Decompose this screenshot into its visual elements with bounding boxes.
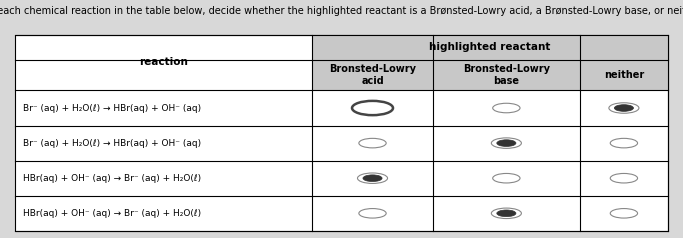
Circle shape bbox=[497, 140, 516, 146]
Text: neither: neither bbox=[604, 70, 644, 80]
Circle shape bbox=[491, 208, 521, 218]
Text: HBr(aq) + OH⁻ (aq) → Br⁻ (aq) + H₂O(ℓ): HBr(aq) + OH⁻ (aq) → Br⁻ (aq) + H₂O(ℓ) bbox=[23, 174, 201, 183]
Circle shape bbox=[610, 174, 637, 183]
Circle shape bbox=[352, 101, 393, 115]
Text: Br⁻ (aq) + H₂O(ℓ) → HBr(aq) + OH⁻ (aq): Br⁻ (aq) + H₂O(ℓ) → HBr(aq) + OH⁻ (aq) bbox=[23, 104, 201, 113]
Bar bbox=[15, 35, 668, 231]
Text: HBr(aq) + OH⁻ (aq) → Br⁻ (aq) + H₂O(ℓ): HBr(aq) + OH⁻ (aq) → Br⁻ (aq) + H₂O(ℓ) bbox=[23, 209, 201, 218]
Circle shape bbox=[497, 210, 516, 217]
Text: Br⁻ (aq) + H₂O(ℓ) → HBr(aq) + OH⁻ (aq): Br⁻ (aq) + H₂O(ℓ) → HBr(aq) + OH⁻ (aq) bbox=[23, 139, 201, 148]
Text: Bronsted-Lowry
acid: Bronsted-Lowry acid bbox=[329, 64, 416, 86]
Circle shape bbox=[491, 138, 521, 148]
Circle shape bbox=[492, 103, 520, 113]
Circle shape bbox=[359, 208, 386, 218]
Circle shape bbox=[363, 175, 382, 182]
Text: highlighted reactant: highlighted reactant bbox=[430, 42, 550, 52]
Bar bbox=[312, 35, 668, 90]
Circle shape bbox=[357, 173, 387, 183]
Text: reaction: reaction bbox=[139, 58, 188, 68]
Circle shape bbox=[359, 138, 386, 148]
Circle shape bbox=[610, 138, 637, 148]
Circle shape bbox=[614, 105, 633, 111]
Circle shape bbox=[609, 103, 639, 113]
Circle shape bbox=[610, 208, 637, 218]
Text: For each chemical reaction in the table below, decide whether the highlighted re: For each chemical reaction in the table … bbox=[0, 6, 683, 16]
Text: Bronsted-Lowry
base: Bronsted-Lowry base bbox=[463, 64, 550, 86]
Circle shape bbox=[492, 174, 520, 183]
